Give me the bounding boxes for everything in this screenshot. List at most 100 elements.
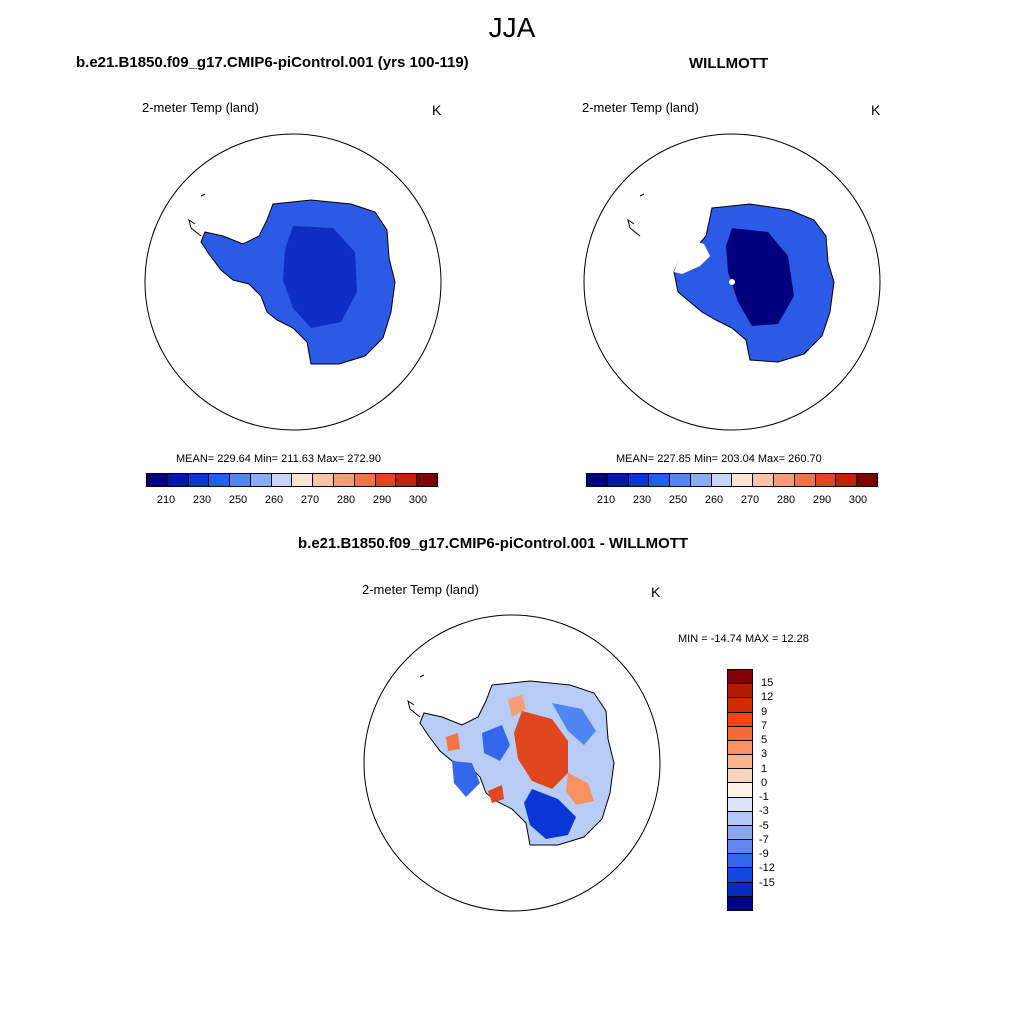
panel3-colorbar-tick-label: -7 xyxy=(759,833,769,846)
panel2-colorbar-tick-label: 210 xyxy=(596,494,616,506)
panel3-colorbar-swatch xyxy=(728,882,752,897)
panel2-colorbar-swatch xyxy=(690,474,712,486)
panel2-colorbar-ticks: 210 230 250 260 270 280 290 300 xyxy=(586,494,878,508)
panel3-colorbar-tick-label: 7 xyxy=(761,719,768,732)
panel3-colorbar-swatch xyxy=(728,811,752,826)
panel1-stats: MEAN= 229.64 Min= 211.63 Max= 272.90 xyxy=(176,453,381,465)
panel2-colorbar-swatch xyxy=(774,474,795,486)
panel1-variable-label: 2-meter Temp (land) xyxy=(142,100,259,115)
panel2-variable-label: 2-meter Temp (land) xyxy=(582,100,699,115)
panel1-colorbar-swatch xyxy=(375,474,397,486)
panel3-colorbar-tick-label: -5 xyxy=(759,819,769,832)
panel2-colorbar-swatch xyxy=(607,474,629,486)
panel3-colorbar-swatch xyxy=(728,769,752,784)
panel3-colorbar-swatch xyxy=(728,854,752,869)
panel3-colorbar-tick-label: 9 xyxy=(761,705,768,718)
panel3-colorbar-swatch xyxy=(728,740,752,756)
panel3-title: b.e21.B1850.f09_g17.CMIP6-piControl.001 … xyxy=(298,535,689,552)
panel1-colorbar-ticks: 210 230 250 260 270 280 290 300 xyxy=(146,494,438,508)
panel1-colorbar-tick-label: 280 xyxy=(336,494,356,506)
panel3-stats: MIN = -14.74 MAX = 12.28 xyxy=(678,633,809,645)
panel3-colorbar-swatch xyxy=(728,698,752,713)
panel2-colorbar-swatch xyxy=(753,474,775,486)
panel1-colorbar-swatch xyxy=(230,474,251,486)
panel3-cold-anomaly xyxy=(524,789,576,839)
panel2-colorbar-tick-label: 300 xyxy=(848,494,868,506)
panel1-colorbar-swatch xyxy=(209,474,231,486)
panel2-colorbar-swatch xyxy=(649,474,671,486)
panel2-colorbar-swatch xyxy=(836,474,858,486)
panel3-colorbar-ticks: 15 12 9 7 5 3 1 0 -1 -3 -5 -7 -9 -12 -15 xyxy=(759,669,801,911)
panel2-colorbar-swatch xyxy=(670,474,691,486)
panel3-warm-anomaly xyxy=(514,711,568,789)
panel2-colorbar xyxy=(586,473,878,487)
panel2-map xyxy=(583,133,881,431)
panel3-colorbar xyxy=(727,669,753,911)
panel3-colorbar-tick-label: -9 xyxy=(759,848,769,861)
panel1-colorbar-swatch xyxy=(396,474,418,486)
panel3-colorbar-tick-label: -15 xyxy=(759,876,775,889)
panel1-colorbar-swatch xyxy=(334,474,355,486)
panel2-colorbar-swatch xyxy=(815,474,837,486)
panel3-colorbar-swatch xyxy=(728,825,752,841)
panel2-interior-cold xyxy=(726,228,794,326)
panel3-colorbar-tick-label: -1 xyxy=(759,791,769,804)
panel1-colorbar-tick-label: 230 xyxy=(192,494,212,506)
panel3-colorbar-swatch xyxy=(728,712,752,727)
panel3-colorbar-tick-label: 0 xyxy=(761,776,768,789)
panel2-colorbar-tick-label: 270 xyxy=(740,494,760,506)
panel1-colorbar-swatch xyxy=(188,474,210,486)
panel3-colorbar-tick-label: 12 xyxy=(761,691,774,704)
panel2-units-label: K xyxy=(871,102,881,118)
panel1-units-label: K xyxy=(432,102,442,118)
panel3-colorbar-swatch xyxy=(728,670,752,685)
panel1-map xyxy=(144,133,442,431)
panel1-colorbar-tick-label: 300 xyxy=(408,494,428,506)
panel2-colorbar-tick-label: 290 xyxy=(812,494,832,506)
panel3-colorbar-tick-label: 3 xyxy=(761,748,768,761)
panel2-colorbar-swatch xyxy=(794,474,816,486)
panel2-colorbar-swatch xyxy=(587,474,608,486)
panel2-colorbar-swatch xyxy=(628,474,650,486)
panel3-colorbar-tick-label: -12 xyxy=(759,862,775,875)
panel3-map xyxy=(363,614,661,912)
panel3-colorbar-swatch xyxy=(728,684,752,699)
panel3-colorbar-swatch xyxy=(728,840,752,855)
panel1-colorbar-tick-label: 260 xyxy=(264,494,284,506)
panel2-colorbar-swatch xyxy=(857,474,877,486)
panel3-variable-label: 2-meter Temp (land) xyxy=(362,582,479,597)
panel1-colorbar-swatch xyxy=(147,474,168,486)
panel1-colorbar xyxy=(146,473,438,487)
panel1-colorbar-swatch xyxy=(417,474,437,486)
panel1-colorbar-swatch xyxy=(271,474,293,486)
panel3-colorbar-tick-label: -3 xyxy=(759,805,769,818)
panel3-colorbar-swatch xyxy=(728,783,752,798)
panel2-colorbar-tick-label: 260 xyxy=(704,494,724,506)
panel3-colorbar-swatch xyxy=(728,896,752,910)
panel3-colorbar-swatch xyxy=(728,726,752,741)
panel1-colorbar-swatch xyxy=(354,474,376,486)
panel2-title: WILLMOTT xyxy=(689,55,769,72)
panel1-title: b.e21.B1850.f09_g17.CMIP6-piControl.001 … xyxy=(76,54,469,71)
panel3-colorbar-swatch xyxy=(728,755,752,770)
panel2-colorbar-tick-label: 230 xyxy=(632,494,652,506)
panel1-colorbar-tick-label: 290 xyxy=(372,494,392,506)
panel2-colorbar-tick-label: 280 xyxy=(776,494,796,506)
panel3-colorbar-swatch xyxy=(728,868,752,883)
panel3-colorbar-tick-label: 5 xyxy=(761,734,768,747)
panel1-colorbar-tick-label: 270 xyxy=(300,494,320,506)
panel3-colorbar-tick-label: 1 xyxy=(761,762,768,775)
panel2-colorbar-tick-label: 250 xyxy=(668,494,688,506)
panel2-colorbar-swatch xyxy=(711,474,733,486)
panel1-colorbar-swatch xyxy=(292,474,314,486)
panel3-units-label: K xyxy=(651,584,661,600)
panel1-colorbar-swatch xyxy=(167,474,189,486)
panel2-colorbar-swatch xyxy=(732,474,754,486)
panel1-colorbar-swatch xyxy=(313,474,335,486)
panel3-colorbar-swatch xyxy=(728,797,752,812)
figure-title: JJA xyxy=(488,12,536,43)
panel1-colorbar-swatch xyxy=(250,474,272,486)
panel1-interior-cold xyxy=(283,226,357,328)
panel2-stats: MEAN= 227.85 Min= 203.04 Max= 260.70 xyxy=(616,453,822,465)
panel1-colorbar-tick-label: 210 xyxy=(156,494,176,506)
